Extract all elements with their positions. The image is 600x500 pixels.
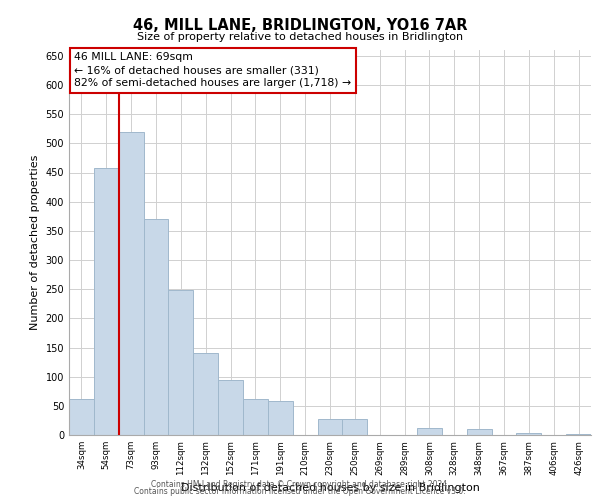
Text: Size of property relative to detached houses in Bridlington: Size of property relative to detached ho…: [137, 32, 463, 42]
Bar: [417, 428, 442, 435]
Text: Contains HM Land Registry data © Crown copyright and database right 2024.: Contains HM Land Registry data © Crown c…: [151, 480, 449, 489]
Bar: [169, 290, 193, 435]
Bar: [467, 429, 491, 435]
Y-axis label: Number of detached properties: Number of detached properties: [30, 155, 40, 330]
Bar: [243, 399, 268, 435]
Text: Contains public sector information licensed under the Open Government Licence v3: Contains public sector information licen…: [134, 487, 466, 496]
Bar: [218, 380, 243, 435]
Bar: [317, 418, 343, 435]
Bar: [193, 354, 218, 435]
Bar: [566, 434, 591, 435]
Bar: [119, 132, 143, 435]
Bar: [94, 168, 119, 435]
Text: 46, MILL LANE, BRIDLINGTON, YO16 7AR: 46, MILL LANE, BRIDLINGTON, YO16 7AR: [133, 18, 467, 32]
Bar: [268, 401, 293, 435]
Text: 46 MILL LANE: 69sqm
← 16% of detached houses are smaller (331)
82% of semi-detac: 46 MILL LANE: 69sqm ← 16% of detached ho…: [74, 52, 352, 88]
Bar: [343, 418, 367, 435]
Bar: [143, 219, 169, 435]
Bar: [69, 399, 94, 435]
X-axis label: Distribution of detached houses by size in Bridlington: Distribution of detached houses by size …: [181, 483, 479, 493]
Bar: [517, 433, 541, 435]
